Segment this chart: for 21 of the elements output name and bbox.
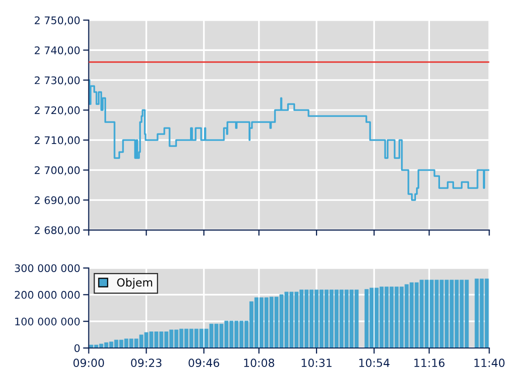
x-tick-label: 10:08: [244, 358, 274, 368]
y-tick-label: 200 000 000: [14, 290, 80, 299]
y-tick-label: 2 740,00: [34, 46, 80, 56]
y-tick-label: 2 750,00: [34, 16, 80, 26]
x-tick-label: 09:00: [73, 358, 104, 368]
y-tick-label: 2 700,00: [34, 166, 80, 176]
x-tick-label: 09:46: [188, 358, 220, 368]
y-tick-label: 2 720,00: [34, 106, 80, 116]
y-tick-label: 100 000 000: [15, 318, 80, 326]
x-tick-label: 09:23: [131, 358, 162, 368]
y-tick-label: 2 680,00: [34, 226, 80, 236]
x-tick-label: 11:40: [474, 358, 505, 368]
y-tick-label: 2 710,00: [34, 136, 80, 146]
y-tick-label: 2 730,00: [34, 76, 80, 86]
x-tick-label: 10:31: [302, 358, 332, 368]
y-tick-label: 0: [74, 344, 80, 352]
y-tick-label: 2 690,00: [34, 196, 80, 206]
legend-label: Objem: [117, 278, 152, 289]
x-tick-label: 11:16: [414, 358, 444, 368]
y-tick-label: 300 000 000: [14, 264, 80, 272]
x-tick-label: 10:54: [359, 358, 390, 368]
